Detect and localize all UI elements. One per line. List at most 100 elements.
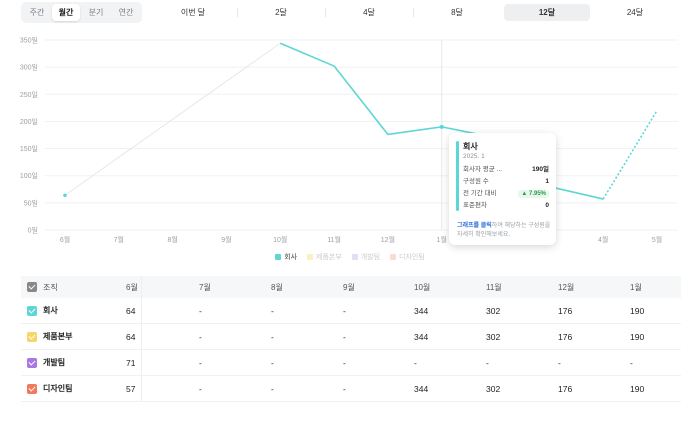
row-org-cell: 제품본부 bbox=[27, 324, 72, 349]
table-cell: 302 bbox=[486, 305, 501, 316]
header-org-cell: 조직 bbox=[27, 276, 58, 298]
row-checkbox[interactable] bbox=[27, 305, 37, 316]
column-divider bbox=[141, 324, 142, 349]
table-cell: - bbox=[343, 383, 346, 394]
table-row: 개발팀 71 - - - - - - - bbox=[21, 350, 681, 376]
table-cell: 344 bbox=[414, 383, 429, 394]
tab-quarterly[interactable]: 분기 bbox=[88, 8, 104, 17]
table-cell: 190 bbox=[630, 305, 645, 316]
header-month: 7월 bbox=[199, 282, 211, 292]
row-name: 디자인팀 bbox=[43, 384, 73, 393]
y-tick-label: 300일 bbox=[20, 63, 38, 72]
series-line-gap bbox=[64, 42, 281, 196]
header-month: 9월 bbox=[343, 282, 355, 292]
legend-label: 디자인팀 bbox=[399, 254, 425, 261]
line-chart[interactable]: 0일 50일 100일 150일 200일 250일 300일 350일 6월 7월 8월 9월 10월… bbox=[0, 28, 700, 268]
table-cell: - bbox=[271, 357, 274, 368]
legend-item-product[interactable]: 제품본부 bbox=[307, 252, 342, 262]
data-point bbox=[63, 193, 67, 198]
tooltip-date: 2025. 1 bbox=[463, 153, 485, 160]
table-cell: - bbox=[343, 331, 346, 342]
range-divider bbox=[237, 8, 238, 17]
range-this-month[interactable]: 이번 달 bbox=[180, 8, 206, 17]
table-cell: 190 bbox=[630, 331, 645, 342]
table-header-row: 조직 6월 7월 8월 9월 10월 11월 12월 1월 bbox=[21, 276, 681, 298]
tooltip-row-label: 전 기간 대비 bbox=[463, 190, 497, 197]
table-cell: 176 bbox=[558, 305, 573, 316]
tab-monthly[interactable]: 월간 bbox=[52, 4, 80, 21]
change-badge: ▲ 7.95% bbox=[518, 190, 549, 198]
y-tick-label: 0일 bbox=[28, 226, 38, 235]
x-tick-label: 6월 bbox=[60, 235, 70, 244]
series-line-projection bbox=[602, 110, 658, 200]
legend-label: 개발팀 bbox=[360, 254, 381, 261]
range-8-months[interactable]: 8달 bbox=[451, 8, 463, 17]
table-cell: 302 bbox=[486, 331, 501, 342]
table-cell: 64 bbox=[126, 331, 136, 342]
legend-label: 제품본부 bbox=[316, 254, 342, 261]
table-cell: 190 bbox=[630, 383, 645, 394]
select-all-checkbox[interactable] bbox=[27, 282, 37, 292]
chart-legend: 회사 제품본부 개발팀 디자인팀 bbox=[0, 252, 700, 264]
row-name: 개발팀 bbox=[43, 358, 66, 367]
tooltip-row-label: 구성원 수 bbox=[463, 178, 489, 185]
row-name: 제품본부 bbox=[43, 332, 73, 341]
range-4-months[interactable]: 4달 bbox=[363, 8, 375, 17]
y-tick-label: 250일 bbox=[20, 90, 38, 99]
header-month: 1월 bbox=[630, 282, 642, 292]
tooltip-row-members: 구성원 수 1 bbox=[463, 177, 549, 187]
range-24-months[interactable]: 24달 bbox=[626, 8, 644, 17]
range-12-months[interactable]: 12달 bbox=[504, 4, 590, 21]
legend-item-dev[interactable]: 개발팀 bbox=[351, 252, 381, 262]
header-month: 11월 bbox=[486, 282, 502, 292]
table-row: 회사 64 - - - 344 302 176 190 bbox=[21, 298, 681, 324]
period-segmented-control: 주간 월간 분기 연간 bbox=[21, 2, 142, 23]
column-divider bbox=[141, 276, 142, 298]
hover-data-point bbox=[439, 124, 444, 129]
x-tick-label: 9월 bbox=[221, 235, 231, 244]
table-row: 제품본부 64 - - - 344 302 176 190 bbox=[21, 324, 681, 350]
row-org-cell: 회사 bbox=[27, 298, 58, 323]
table-cell: - bbox=[271, 383, 274, 394]
row-checkbox[interactable] bbox=[27, 357, 37, 368]
column-divider bbox=[141, 298, 142, 323]
table-cell: 302 bbox=[486, 383, 501, 394]
x-tick-label: 5월 bbox=[652, 235, 662, 244]
top-toolbar: 주간 월간 분기 연간 이번 달 2달 4달 8달 12달 24달 bbox=[0, 0, 700, 28]
y-tick-label: 350일 bbox=[20, 36, 38, 45]
legend-item-design[interactable]: 디자인팀 bbox=[390, 252, 425, 262]
range-2-months[interactable]: 2달 bbox=[275, 8, 287, 17]
table-cell: - bbox=[343, 357, 346, 368]
table-cell: - bbox=[271, 305, 274, 316]
chart-tooltip: 회사 2025. 1 회사자 평균 ... 190일 구성원 수 1 전 기간 … bbox=[449, 133, 556, 245]
table-cell: - bbox=[630, 357, 633, 368]
row-checkbox[interactable] bbox=[27, 331, 37, 342]
table-cell: - bbox=[343, 305, 346, 316]
row-checkbox[interactable] bbox=[27, 383, 37, 394]
table-cell: 344 bbox=[414, 305, 429, 316]
table-cell: - bbox=[558, 357, 561, 368]
legend-swatch bbox=[275, 254, 282, 260]
table-cell: - bbox=[199, 383, 202, 394]
table-cell: - bbox=[486, 357, 489, 368]
column-divider bbox=[141, 376, 142, 401]
tooltip-row-value: 190일 bbox=[532, 166, 549, 173]
y-tick-label: 100일 bbox=[20, 171, 38, 180]
tooltip-row-label: 회사자 평균 ... bbox=[463, 166, 502, 173]
legend-item-company[interactable]: 회사 bbox=[275, 252, 297, 262]
tab-weekly[interactable]: 주간 bbox=[29, 8, 45, 17]
tab-yearly[interactable]: 연간 bbox=[118, 8, 134, 17]
tooltip-color-bar bbox=[456, 141, 459, 211]
tooltip-row-label: 표준편차 bbox=[463, 202, 487, 209]
table-row: 디자인팀 57 - - - 344 302 176 190 bbox=[21, 376, 681, 402]
table-cell: - bbox=[199, 305, 202, 316]
range-selector: 이번 달 2달 4달 8달 12달 24달 bbox=[150, 2, 698, 23]
x-tick-label: 7월 bbox=[114, 235, 124, 244]
table-cell: 64 bbox=[126, 305, 136, 316]
header-month: 12월 bbox=[558, 282, 575, 292]
legend-swatch bbox=[390, 254, 397, 260]
row-org-cell: 디자인팀 bbox=[27, 376, 72, 401]
legend-swatch bbox=[307, 254, 314, 260]
y-tick-label: 50일 bbox=[24, 198, 38, 207]
x-tick-label: 12월 bbox=[381, 235, 395, 244]
